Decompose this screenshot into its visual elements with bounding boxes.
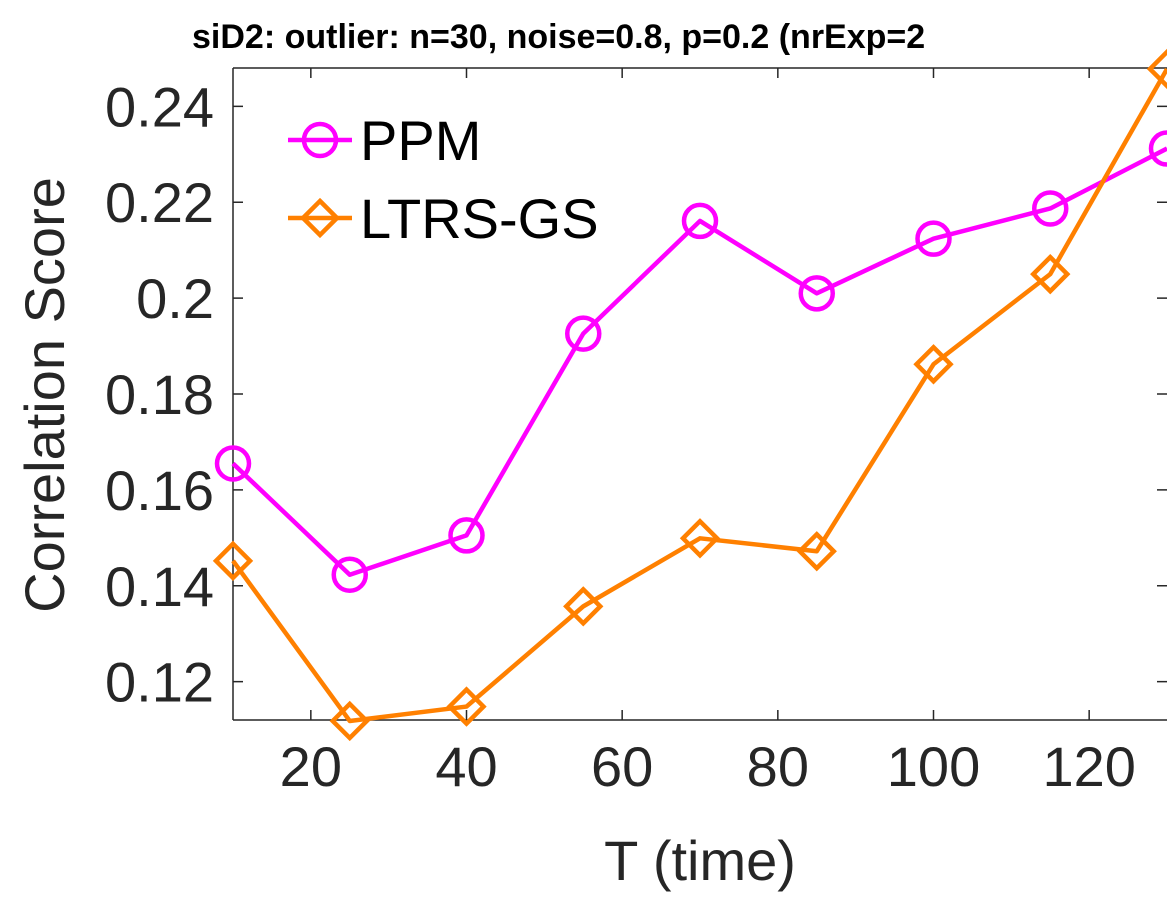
x-tick-label: 80 bbox=[747, 735, 809, 798]
legend-item: LTRS-GS bbox=[288, 187, 599, 250]
legend-label: LTRS-GS bbox=[360, 187, 599, 250]
data-point bbox=[446, 686, 487, 727]
chart-title: siD2: outlier: n=30, noise=0.8, p=0.2 (n… bbox=[192, 18, 925, 56]
y-tick-label: 0.16 bbox=[105, 459, 214, 522]
legend-label: PPM bbox=[360, 109, 481, 172]
x-tick-label: 20 bbox=[280, 735, 342, 798]
y-tick-label: 0.18 bbox=[105, 363, 214, 426]
y-tick-label: 0.24 bbox=[105, 75, 214, 138]
legend-marker bbox=[301, 121, 339, 159]
data-point bbox=[212, 540, 254, 582]
series-line bbox=[231, 146, 1167, 577]
data-point bbox=[331, 556, 368, 593]
x-tick-label: 60 bbox=[591, 735, 653, 798]
data-point bbox=[563, 586, 604, 627]
x-tick-label: 40 bbox=[435, 735, 497, 798]
y-tick-label: 0.22 bbox=[105, 171, 214, 234]
y-tick-label: 0.2 bbox=[136, 267, 214, 330]
data-point bbox=[796, 531, 837, 572]
data-point bbox=[681, 202, 719, 240]
data-point bbox=[448, 517, 485, 554]
y-axis-title: Correlation Score bbox=[13, 177, 76, 613]
x-tick-label: 100 bbox=[887, 735, 980, 798]
series-ppm bbox=[214, 130, 1167, 593]
data-point bbox=[1148, 130, 1167, 167]
data-point bbox=[913, 344, 954, 385]
legend: PPM LTRS-GS bbox=[288, 109, 599, 250]
x-axis-title: T (time) bbox=[604, 829, 796, 892]
series-line bbox=[231, 67, 1167, 724]
series-layer bbox=[212, 48, 1167, 742]
legend-marker bbox=[299, 197, 341, 239]
data-point bbox=[915, 220, 952, 257]
data-point bbox=[1146, 48, 1167, 90]
data-point bbox=[214, 445, 252, 482]
data-point bbox=[1032, 190, 1069, 227]
data-point bbox=[1030, 253, 1071, 295]
legend-item: PPM bbox=[288, 109, 481, 172]
x-tick-label: 120 bbox=[1042, 735, 1135, 798]
data-point bbox=[798, 275, 835, 312]
data-point bbox=[679, 518, 721, 559]
series-ltrs-gs bbox=[212, 48, 1167, 742]
y-tick-label: 0.14 bbox=[105, 555, 214, 618]
axes: 20 40 60 80 100 120 0.12 0.14 0.16 0.18 0.2 0.22 0.2… bbox=[105, 67, 1167, 798]
data-point bbox=[329, 700, 370, 742]
y-tick-label: 0.12 bbox=[105, 651, 214, 714]
data-point bbox=[565, 315, 602, 352]
